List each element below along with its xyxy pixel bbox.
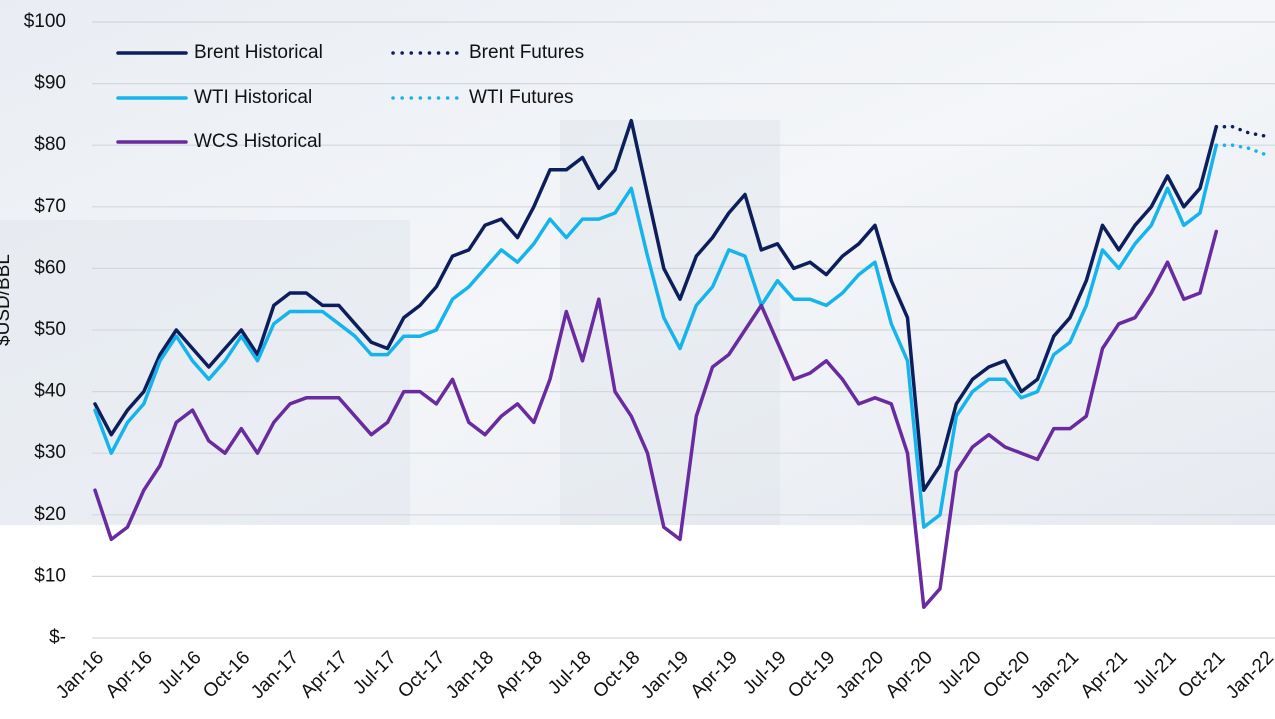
series-line xyxy=(93,229,1219,609)
x-tick-label: Oct-20 xyxy=(979,647,1034,702)
series-line xyxy=(1214,143,1267,157)
x-tick-label: Jul-16 xyxy=(154,647,205,698)
x-tick-label: Oct-16 xyxy=(199,647,254,702)
x-tick-label: Jan-16 xyxy=(52,647,108,703)
x-tick-label: Apr-21 xyxy=(1077,647,1132,702)
legend-label: WTI Historical xyxy=(194,87,312,108)
x-tick-label: Oct-19 xyxy=(784,647,839,702)
x-tick-label: Jan-20 xyxy=(832,647,888,703)
y-tick-label: $30 xyxy=(34,442,66,463)
series-line xyxy=(93,143,1219,529)
y-tick-label: $- xyxy=(49,627,66,648)
x-tick-label: Oct-18 xyxy=(589,647,644,702)
x-tick-label: Apr-19 xyxy=(687,647,742,702)
y-tick-label: $50 xyxy=(34,319,66,340)
y-tick-label: $60 xyxy=(34,257,66,278)
x-tick-label: Jan-22 xyxy=(1222,647,1275,703)
x-tick-label: Jul-20 xyxy=(934,647,985,698)
legend-label: WTI Futures xyxy=(469,87,574,108)
legend-label: Brent Futures xyxy=(469,42,584,63)
legend-label: WCS Historical xyxy=(194,131,322,152)
x-tick-label: Oct-17 xyxy=(394,647,449,702)
x-tick-label: Jan-17 xyxy=(247,647,303,703)
x-tick-label: Jul-17 xyxy=(349,647,400,698)
y-tick-label: $20 xyxy=(34,504,66,525)
x-tick-label: Jan-21 xyxy=(1027,647,1083,703)
y-tick-label: $90 xyxy=(34,73,66,94)
x-tick-label: Apr-20 xyxy=(882,647,937,702)
x-tick-label: Jul-18 xyxy=(544,647,595,698)
x-tick-label: Apr-16 xyxy=(102,647,157,702)
y-tick-label: $40 xyxy=(34,381,66,402)
x-tick-label: Jul-19 xyxy=(739,647,790,698)
series-line xyxy=(1214,124,1267,138)
x-tick-label: Jan-18 xyxy=(442,647,498,703)
y-tick-label: $80 xyxy=(34,134,66,155)
x-tick-label: Oct-21 xyxy=(1174,647,1229,702)
x-tick-label: Jul-21 xyxy=(1129,647,1180,698)
y-tick-label: $10 xyxy=(34,565,66,586)
legend-label: Brent Historical xyxy=(194,42,323,63)
series-line xyxy=(93,118,1219,492)
x-tick-label: Apr-18 xyxy=(492,647,547,702)
x-tick-label: Jan-19 xyxy=(637,647,693,703)
y-axis-label: $USD/BBL xyxy=(0,254,14,346)
y-tick-label: $100 xyxy=(24,11,66,32)
y-tick-label: $70 xyxy=(34,196,66,217)
x-tick-label: Apr-17 xyxy=(297,647,352,702)
